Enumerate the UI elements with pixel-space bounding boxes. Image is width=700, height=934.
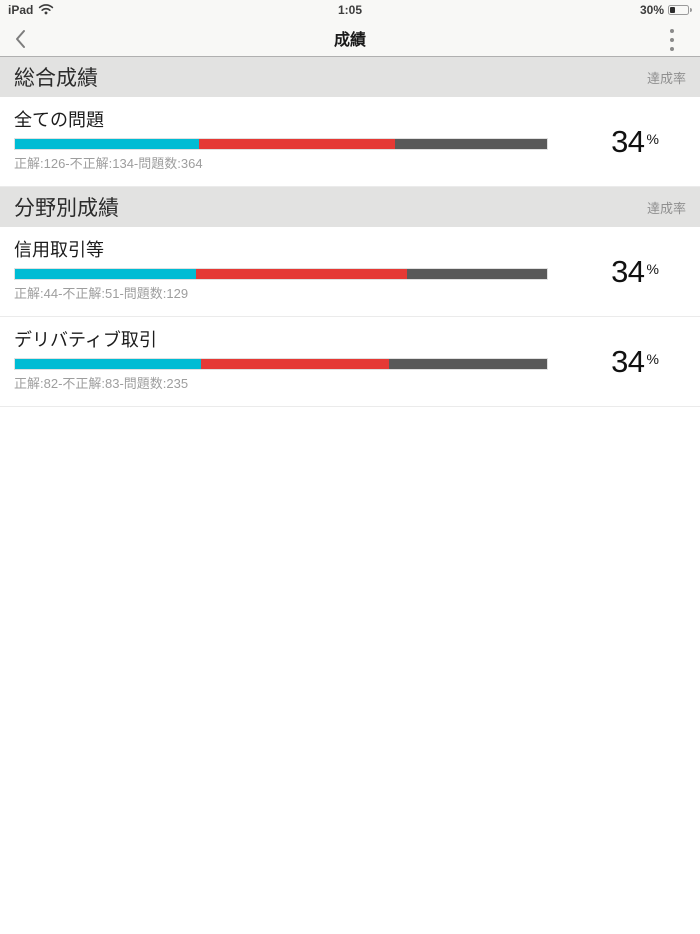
battery-percent-label: 30%	[639, 3, 664, 17]
result-row-all-questions[interactable]: 全ての問題 正解:126-不正解:134-問題数:364 34 %	[0, 97, 700, 187]
section-title: 分野別成績	[14, 197, 119, 220]
back-button[interactable]	[14, 29, 32, 49]
rate-label: 達成率	[646, 70, 686, 86]
bar-correct-segment	[15, 269, 197, 279]
row-main: 全ての問題 正解:126-不正解:134-問題数:364	[14, 97, 548, 186]
result-row-margin-trading[interactable]: 信用取引等 正解:44-不正解:51-問題数:129 34 %	[0, 227, 700, 317]
row-detail: 正解:126-不正解:134-問題数:364	[14, 156, 203, 171]
row-title: 信用取引等	[14, 240, 104, 260]
status-bar: iPad 1:05 30%	[0, 0, 700, 20]
rate-label: 達成率	[646, 200, 686, 216]
status-time: 1:05	[337, 3, 363, 17]
kebab-menu-icon[interactable]	[668, 27, 676, 53]
progress-bar	[14, 138, 548, 150]
section-title: 総合成績	[14, 67, 98, 90]
percent-unit: %	[646, 260, 659, 277]
bar-incorrect-segment	[199, 139, 395, 149]
percent-unit: %	[646, 350, 659, 367]
achievement-percent: 34 %	[548, 124, 686, 160]
device-label: iPad	[8, 3, 34, 17]
bar-incorrect-segment	[200, 359, 389, 369]
percent-unit: %	[646, 130, 659, 147]
nav-bar: 成績	[0, 20, 700, 57]
bar-remaining-segment	[388, 359, 547, 369]
status-left: iPad	[8, 2, 338, 18]
row-main: デリバティブ取引 正解:82-不正解:83-問題数:235	[14, 317, 548, 406]
achievement-percent: 34 %	[548, 254, 686, 290]
percent-value: 34	[611, 123, 645, 159]
achievement-percent: 34 %	[548, 344, 686, 380]
page-title: 成績	[333, 32, 366, 49]
result-row-derivatives[interactable]: デリバティブ取引 正解:82-不正解:83-問題数:235 34 %	[0, 317, 700, 407]
section-header-overall: 総合成績 達成率	[0, 57, 700, 97]
percent-value: 34	[611, 253, 645, 289]
wifi-icon	[38, 3, 54, 18]
percent-value: 34	[611, 343, 645, 379]
bar-correct-segment	[15, 359, 201, 369]
row-title: 全ての問題	[14, 110, 104, 130]
row-detail: 正解:82-不正解:83-問題数:235	[14, 376, 189, 391]
bar-remaining-segment	[406, 269, 547, 279]
section-header-by-category: 分野別成績 達成率	[0, 187, 700, 227]
row-detail: 正解:44-不正解:51-問題数:129	[14, 286, 189, 301]
progress-bar	[14, 358, 548, 370]
bar-correct-segment	[15, 139, 200, 149]
bar-remaining-segment	[395, 139, 547, 149]
battery-icon	[668, 5, 692, 15]
status-right: 30%	[362, 3, 692, 17]
bar-incorrect-segment	[196, 269, 407, 279]
row-title: デリバティブ取引	[14, 330, 157, 350]
row-main: 信用取引等 正解:44-不正解:51-問題数:129	[14, 227, 548, 316]
progress-bar	[14, 268, 548, 280]
